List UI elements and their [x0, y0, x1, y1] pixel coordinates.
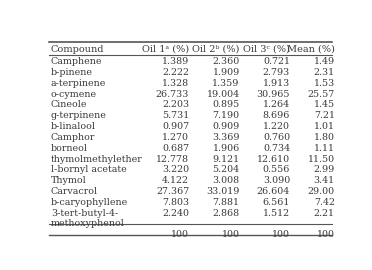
- Text: 2.99: 2.99: [314, 165, 335, 174]
- Text: 1.909: 1.909: [212, 68, 240, 77]
- Text: l-bornyl acetate: l-bornyl acetate: [51, 165, 126, 174]
- Text: 7.190: 7.190: [212, 111, 240, 120]
- Text: 3.220: 3.220: [162, 165, 189, 174]
- Text: 2.240: 2.240: [162, 208, 189, 218]
- Text: 3.369: 3.369: [212, 133, 240, 142]
- Text: thymolmethylether: thymolmethylether: [51, 154, 142, 164]
- Text: b-pinene: b-pinene: [51, 68, 93, 77]
- Text: Oil 3ᶜ (%): Oil 3ᶜ (%): [243, 45, 290, 53]
- Text: Thymol: Thymol: [51, 176, 87, 185]
- Text: a-terpinene: a-terpinene: [51, 79, 106, 88]
- Text: 100: 100: [272, 230, 290, 239]
- Text: 30.965: 30.965: [257, 90, 290, 99]
- Text: methoxyphenol: methoxyphenol: [51, 220, 125, 228]
- Text: o-cymene: o-cymene: [51, 90, 97, 99]
- Text: Camphene: Camphene: [51, 57, 102, 66]
- Text: Oil 1ᵃ (%): Oil 1ᵃ (%): [142, 45, 189, 53]
- Text: 26.733: 26.733: [156, 90, 189, 99]
- Text: 0.907: 0.907: [162, 122, 189, 131]
- Text: 7.42: 7.42: [314, 198, 335, 207]
- Text: 5.204: 5.204: [212, 165, 240, 174]
- Text: 8.696: 8.696: [263, 111, 290, 120]
- Text: 2.21: 2.21: [314, 208, 335, 218]
- Text: 0.895: 0.895: [212, 100, 240, 109]
- Text: Oil 2ᵇ (%): Oil 2ᵇ (%): [192, 45, 240, 53]
- Text: Mean (%): Mean (%): [287, 45, 335, 53]
- Text: 2.222: 2.222: [162, 68, 189, 77]
- Text: 19.004: 19.004: [206, 90, 240, 99]
- Text: 3.090: 3.090: [263, 176, 290, 185]
- Text: Camphor: Camphor: [51, 133, 95, 142]
- Text: 5.731: 5.731: [162, 111, 189, 120]
- Text: 0.687: 0.687: [162, 144, 189, 153]
- Text: 3-tert-butyl-4-: 3-tert-butyl-4-: [51, 208, 118, 218]
- Text: 3.008: 3.008: [212, 176, 240, 185]
- Text: 9.121: 9.121: [212, 154, 240, 164]
- Text: 1.264: 1.264: [263, 100, 290, 109]
- Text: 1.389: 1.389: [162, 57, 189, 66]
- Text: 1.11: 1.11: [314, 144, 335, 153]
- Text: 7.21: 7.21: [314, 111, 335, 120]
- Text: 1.80: 1.80: [314, 133, 335, 142]
- Text: Compound: Compound: [51, 45, 104, 53]
- Text: 1.359: 1.359: [212, 79, 240, 88]
- Text: 1.913: 1.913: [263, 79, 290, 88]
- Text: 4.122: 4.122: [162, 176, 189, 185]
- Text: 2.793: 2.793: [263, 68, 290, 77]
- Text: 11.50: 11.50: [308, 154, 335, 164]
- Text: 6.561: 6.561: [263, 198, 290, 207]
- Text: 100: 100: [171, 230, 189, 239]
- Text: 29.00: 29.00: [308, 187, 335, 196]
- Text: 100: 100: [317, 230, 335, 239]
- Text: 0.556: 0.556: [263, 165, 290, 174]
- Text: 7.803: 7.803: [162, 198, 189, 207]
- Text: 2.868: 2.868: [212, 208, 240, 218]
- Text: 1.220: 1.220: [263, 122, 290, 131]
- Text: 1.906: 1.906: [212, 144, 240, 153]
- Text: b-linalool: b-linalool: [51, 122, 96, 131]
- Text: 1.328: 1.328: [162, 79, 189, 88]
- Text: 12.778: 12.778: [156, 154, 189, 164]
- Text: 25.57: 25.57: [308, 90, 335, 99]
- Text: g-terpinene: g-terpinene: [51, 111, 107, 120]
- Text: 100: 100: [222, 230, 240, 239]
- Text: 1.49: 1.49: [314, 57, 335, 66]
- Text: b-caryophyllene: b-caryophyllene: [51, 198, 128, 207]
- Text: 2.360: 2.360: [212, 57, 240, 66]
- Text: 1.270: 1.270: [162, 133, 189, 142]
- Text: 33.019: 33.019: [206, 187, 240, 196]
- Text: 1.01: 1.01: [314, 122, 335, 131]
- Text: 0.734: 0.734: [263, 144, 290, 153]
- Text: borneol: borneol: [51, 144, 88, 153]
- Text: 1.512: 1.512: [263, 208, 290, 218]
- Text: 1.45: 1.45: [314, 100, 335, 109]
- Text: 1.53: 1.53: [314, 79, 335, 88]
- Text: 12.610: 12.610: [257, 154, 290, 164]
- Text: 0.909: 0.909: [212, 122, 240, 131]
- Text: 2.203: 2.203: [162, 100, 189, 109]
- Text: 3.41: 3.41: [314, 176, 335, 185]
- Text: 2.31: 2.31: [314, 68, 335, 77]
- Text: Carvacrol: Carvacrol: [51, 187, 98, 196]
- Text: 0.721: 0.721: [263, 57, 290, 66]
- Text: Cineole: Cineole: [51, 100, 87, 109]
- Text: 27.367: 27.367: [156, 187, 189, 196]
- Text: 7.881: 7.881: [213, 198, 240, 207]
- Text: 0.760: 0.760: [263, 133, 290, 142]
- Text: 26.604: 26.604: [257, 187, 290, 196]
